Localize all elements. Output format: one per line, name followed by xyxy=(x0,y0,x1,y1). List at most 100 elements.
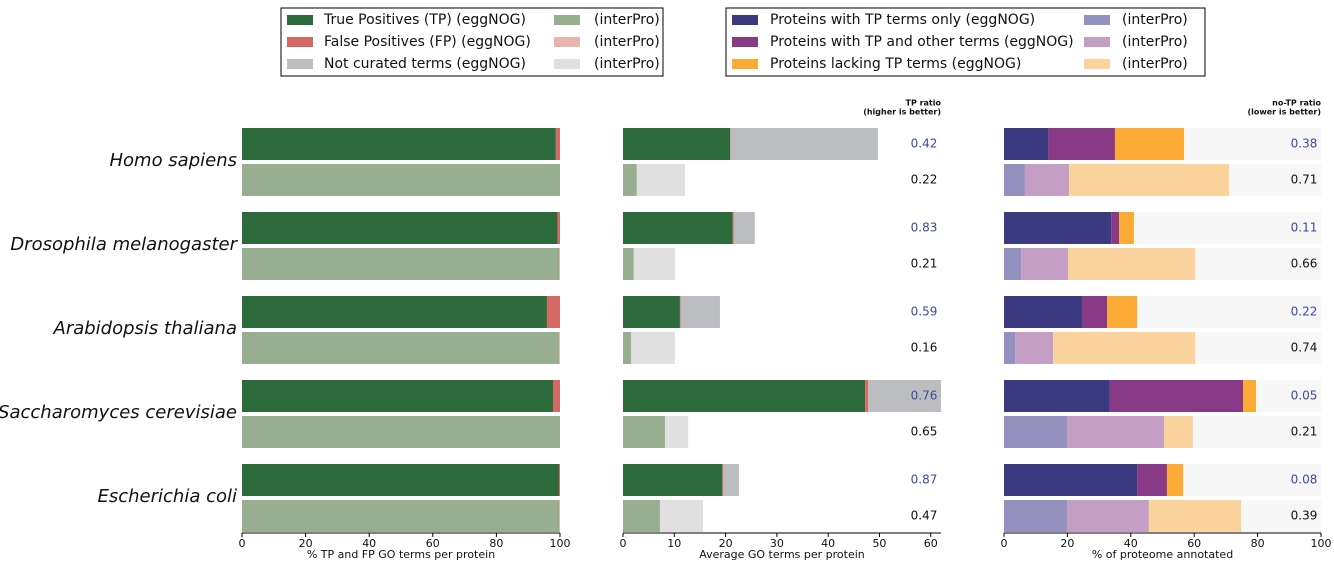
x-axis-label: % of proteome annotated xyxy=(1092,548,1233,561)
ratio-title: TP ratio xyxy=(905,99,941,108)
legend-label: Proteins with TP terms only (eggNOG) xyxy=(770,12,1035,28)
legend-label: False Positives (FP) (eggNOG) xyxy=(324,34,531,50)
ratio-label: 0.21 xyxy=(911,257,938,271)
bar-segment xyxy=(1004,500,1068,532)
bar-segment xyxy=(242,464,560,496)
bar-segment xyxy=(242,164,560,196)
ratio-note: (lower is better) xyxy=(1247,108,1321,117)
bar-segment xyxy=(1004,128,1049,160)
ratio-label: 0.66 xyxy=(1291,257,1318,271)
x-axis-label: Average GO terms per protein xyxy=(699,548,865,561)
ratio-label: 0.74 xyxy=(1291,341,1318,355)
bar-segment xyxy=(1021,248,1069,280)
species-label: Escherichia coli xyxy=(98,486,238,507)
bar-segment xyxy=(242,332,560,364)
bar-segment xyxy=(623,464,722,496)
bar-segment xyxy=(631,332,675,364)
ratio-label: 0.05 xyxy=(1291,389,1318,403)
legend-box xyxy=(280,7,664,77)
bar-segment xyxy=(1048,128,1115,160)
legend-label: Not curated terms (eggNOG) xyxy=(324,56,526,72)
bar-segment xyxy=(1068,164,1230,196)
bar-segment xyxy=(553,380,560,412)
legend-label: (interPro) xyxy=(594,56,660,72)
bar-segment xyxy=(1148,500,1242,532)
legend-label: (interPro) xyxy=(1122,34,1188,50)
bar-segment xyxy=(1067,500,1149,532)
legend-swatch xyxy=(287,37,313,47)
legend-label: True Positives (TP) (eggNOG) xyxy=(323,12,526,28)
bar-segment xyxy=(721,464,724,496)
x-tick-label: 60 xyxy=(1187,537,1201,550)
legend-label: (interPro) xyxy=(594,12,660,28)
x-tick-label: 100 xyxy=(1311,537,1332,550)
legend-label: Proteins with TP and other terms (eggNOG… xyxy=(770,34,1074,50)
ratio-label: 0.87 xyxy=(911,473,938,487)
ratio-label: 0.83 xyxy=(911,221,938,235)
ratio-label: 0.22 xyxy=(911,173,938,187)
legend-swatch xyxy=(732,15,758,25)
x-axis-label: % TP and FP GO terms per protein xyxy=(307,548,495,561)
legend-swatch xyxy=(1084,37,1110,47)
bar-segment xyxy=(1004,212,1112,244)
species-label: Drosophila melanogaster xyxy=(10,234,238,255)
x-tick-label: 0 xyxy=(620,537,627,550)
bar-segment xyxy=(633,248,675,280)
bar-segment xyxy=(546,296,560,328)
x-tick-label: 20 xyxy=(719,537,733,550)
bar-segment xyxy=(1053,332,1196,364)
ratio-note: (higher is better) xyxy=(863,108,941,117)
x-tick-label: 0 xyxy=(239,537,246,550)
bar-segment xyxy=(1164,416,1193,448)
ratio-label: 0.11 xyxy=(1291,221,1318,235)
x-tick-label: 20 xyxy=(299,537,313,550)
ratio-label: 0.71 xyxy=(1291,173,1318,187)
bar-segment xyxy=(1004,464,1138,496)
x-tick-label: 10 xyxy=(667,537,681,550)
legend-label: Proteins lacking TP terms (eggNOG) xyxy=(770,56,1021,72)
bar-segment xyxy=(1004,296,1082,328)
bar-segment xyxy=(1243,380,1257,412)
ratio-title: no-TP ratio xyxy=(1272,99,1321,108)
legend-swatch xyxy=(732,59,758,69)
ratio-label: 0.47 xyxy=(911,509,938,523)
bar-segment xyxy=(1015,332,1054,364)
ratio-label: 0.16 xyxy=(911,341,938,355)
bar-segment xyxy=(242,380,554,412)
bar-segment xyxy=(623,500,660,532)
x-tick-label: 20 xyxy=(1060,537,1074,550)
bar-segment xyxy=(1137,464,1167,496)
legend-label: (interPro) xyxy=(1122,56,1188,72)
bar-segment xyxy=(559,500,560,532)
bar-segment xyxy=(623,332,632,364)
legend-swatch xyxy=(554,37,580,47)
bar-segment xyxy=(1119,212,1134,244)
bar-segment xyxy=(623,380,866,412)
legend-swatch xyxy=(1084,15,1110,25)
bar-segment xyxy=(242,248,560,280)
bar-segment xyxy=(680,296,720,328)
legend-swatch xyxy=(287,59,313,69)
bar-segment xyxy=(1004,380,1110,412)
legend-swatch xyxy=(1084,59,1110,69)
bar-segment xyxy=(242,212,558,244)
x-tick-label: 100 xyxy=(550,537,571,550)
species-label: Saccharomyces cerevisiae xyxy=(0,402,237,423)
bar-segment xyxy=(723,464,739,496)
species-label: Homo sapiens xyxy=(109,150,237,171)
bar-segment xyxy=(559,464,560,496)
ratio-label: 0.39 xyxy=(1291,509,1318,523)
ratio-label: 0.22 xyxy=(1291,305,1318,319)
ratio-label: 0.38 xyxy=(1291,137,1318,151)
x-tick-label: 40 xyxy=(821,537,835,550)
bar-segment xyxy=(1024,164,1069,196)
bar-segment xyxy=(1109,380,1244,412)
bar-segment xyxy=(1004,248,1022,280)
bar-segment xyxy=(555,128,560,160)
legend-box xyxy=(725,7,1206,77)
bar-segment xyxy=(242,500,560,532)
bar-segment xyxy=(623,416,666,448)
bar-segment xyxy=(733,212,755,244)
bar-segment xyxy=(1081,296,1108,328)
x-tick-label: 40 xyxy=(1124,537,1138,550)
